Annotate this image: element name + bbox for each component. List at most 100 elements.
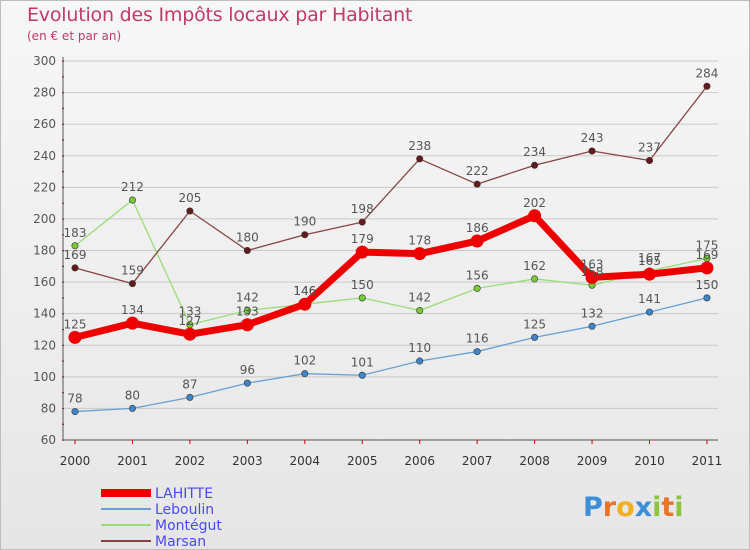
data-point <box>298 297 312 311</box>
x-tick-label: 2011 <box>692 454 723 468</box>
data-point <box>643 267 656 281</box>
data-point <box>470 234 484 248</box>
x-tick-label: 2000 <box>60 454 91 468</box>
legend-label: Leboulin <box>155 502 214 518</box>
y-tick-label: 120 <box>33 338 56 352</box>
logo-letter: x <box>635 492 652 523</box>
y-tick-label: 180 <box>33 244 56 258</box>
data-point <box>531 161 539 169</box>
data-point <box>71 242 79 250</box>
data-label: 158 <box>581 265 604 279</box>
data-point <box>71 264 79 272</box>
data-label: 212 <box>121 180 144 194</box>
data-label: 125 <box>64 317 87 331</box>
data-label: 169 <box>695 248 718 262</box>
data-label: 237 <box>638 140 661 154</box>
data-label: 133 <box>178 305 201 319</box>
series-leboulin <box>71 294 711 416</box>
data-label: 146 <box>293 284 316 298</box>
data-label: 234 <box>523 145 546 159</box>
data-label: 80 <box>125 388 140 402</box>
data-label: 134 <box>121 303 144 317</box>
data-point <box>128 404 136 412</box>
data-point <box>125 316 139 330</box>
data-point <box>128 280 136 288</box>
data-point <box>186 207 194 215</box>
data-point <box>413 247 427 261</box>
data-point <box>358 371 366 379</box>
series-marsan <box>71 82 711 288</box>
grid-lines <box>63 60 718 441</box>
data-label: 243 <box>581 131 604 145</box>
x-axis: 2000 2001 2002 2003 2004 2005 2006 2007 2008 2009… <box>60 439 723 468</box>
x-tick-label: 2001 <box>117 454 148 468</box>
series-line <box>71 212 711 341</box>
y-tick-label: 200 <box>33 212 56 226</box>
data-point <box>186 393 194 401</box>
data-point <box>645 308 653 316</box>
y-axis: 60 80 100 120 140 160 180 200 220 240 260 280 300 <box>33 54 64 447</box>
data-label: 96 <box>240 363 255 377</box>
logo-letter: i <box>674 492 683 523</box>
x-tick-label: 2003 <box>232 454 263 468</box>
data-point <box>473 348 481 356</box>
data-label: 159 <box>121 264 144 278</box>
data-label: 150 <box>695 278 718 292</box>
data-label: 132 <box>581 306 604 320</box>
proxiti-logo: Proxiti <box>583 492 684 523</box>
data-point <box>240 318 254 332</box>
data-label: 190 <box>293 215 316 229</box>
x-tick-label: 2009 <box>577 454 608 468</box>
y-tick-label: 80 <box>41 401 56 415</box>
data-point <box>473 284 481 292</box>
chart-title: Evolution des Impôts locaux par Habitant <box>27 4 413 26</box>
y-tick-label: 220 <box>33 180 56 194</box>
data-label: 146 <box>293 284 316 298</box>
data-point <box>68 330 82 344</box>
svg-text:Proxiti: Proxiti <box>583 492 684 523</box>
data-label: 142 <box>236 291 259 305</box>
data-label: 141 <box>638 292 661 306</box>
data-label: 167 <box>638 251 661 265</box>
x-tick-label: 2005 <box>347 454 378 468</box>
legend-label: Marsan <box>155 534 206 550</box>
data-label: 180 <box>236 231 259 245</box>
data-point <box>71 408 79 416</box>
data-point <box>703 294 711 302</box>
logo-letter: r <box>603 492 617 523</box>
data-point <box>700 261 714 275</box>
data-point <box>416 155 424 163</box>
data-label: 186 <box>466 221 489 235</box>
legend-label: Montégut <box>155 518 222 534</box>
logo-letter: i <box>652 492 661 523</box>
x-tick-label: 2002 <box>175 454 206 468</box>
data-label: 101 <box>351 355 374 369</box>
data-label: 78 <box>67 392 82 406</box>
data-label: 205 <box>178 191 201 205</box>
data-label: 165 <box>638 254 661 268</box>
data-point <box>183 327 197 341</box>
data-label: 125 <box>523 317 546 331</box>
data-label: 116 <box>466 332 489 346</box>
x-tick-label: 2010 <box>634 454 665 468</box>
data-point <box>703 82 711 90</box>
series-lines <box>68 82 714 416</box>
y-tick-label: 240 <box>33 149 56 163</box>
data-point <box>645 156 653 164</box>
x-tick-label: 2004 <box>290 454 321 468</box>
data-label: 127 <box>178 314 201 328</box>
data-label: 110 <box>408 341 431 355</box>
data-label: 183 <box>64 226 87 240</box>
data-label: 162 <box>523 259 546 273</box>
x-tick-label: 2006 <box>404 454 435 468</box>
data-label: 238 <box>408 139 431 153</box>
data-point <box>358 218 366 226</box>
data-label: 156 <box>466 268 489 282</box>
data-label: 202 <box>523 196 546 210</box>
y-tick-label: 280 <box>33 86 56 100</box>
logo-letter: P <box>583 492 603 523</box>
data-label: 222 <box>466 164 489 178</box>
